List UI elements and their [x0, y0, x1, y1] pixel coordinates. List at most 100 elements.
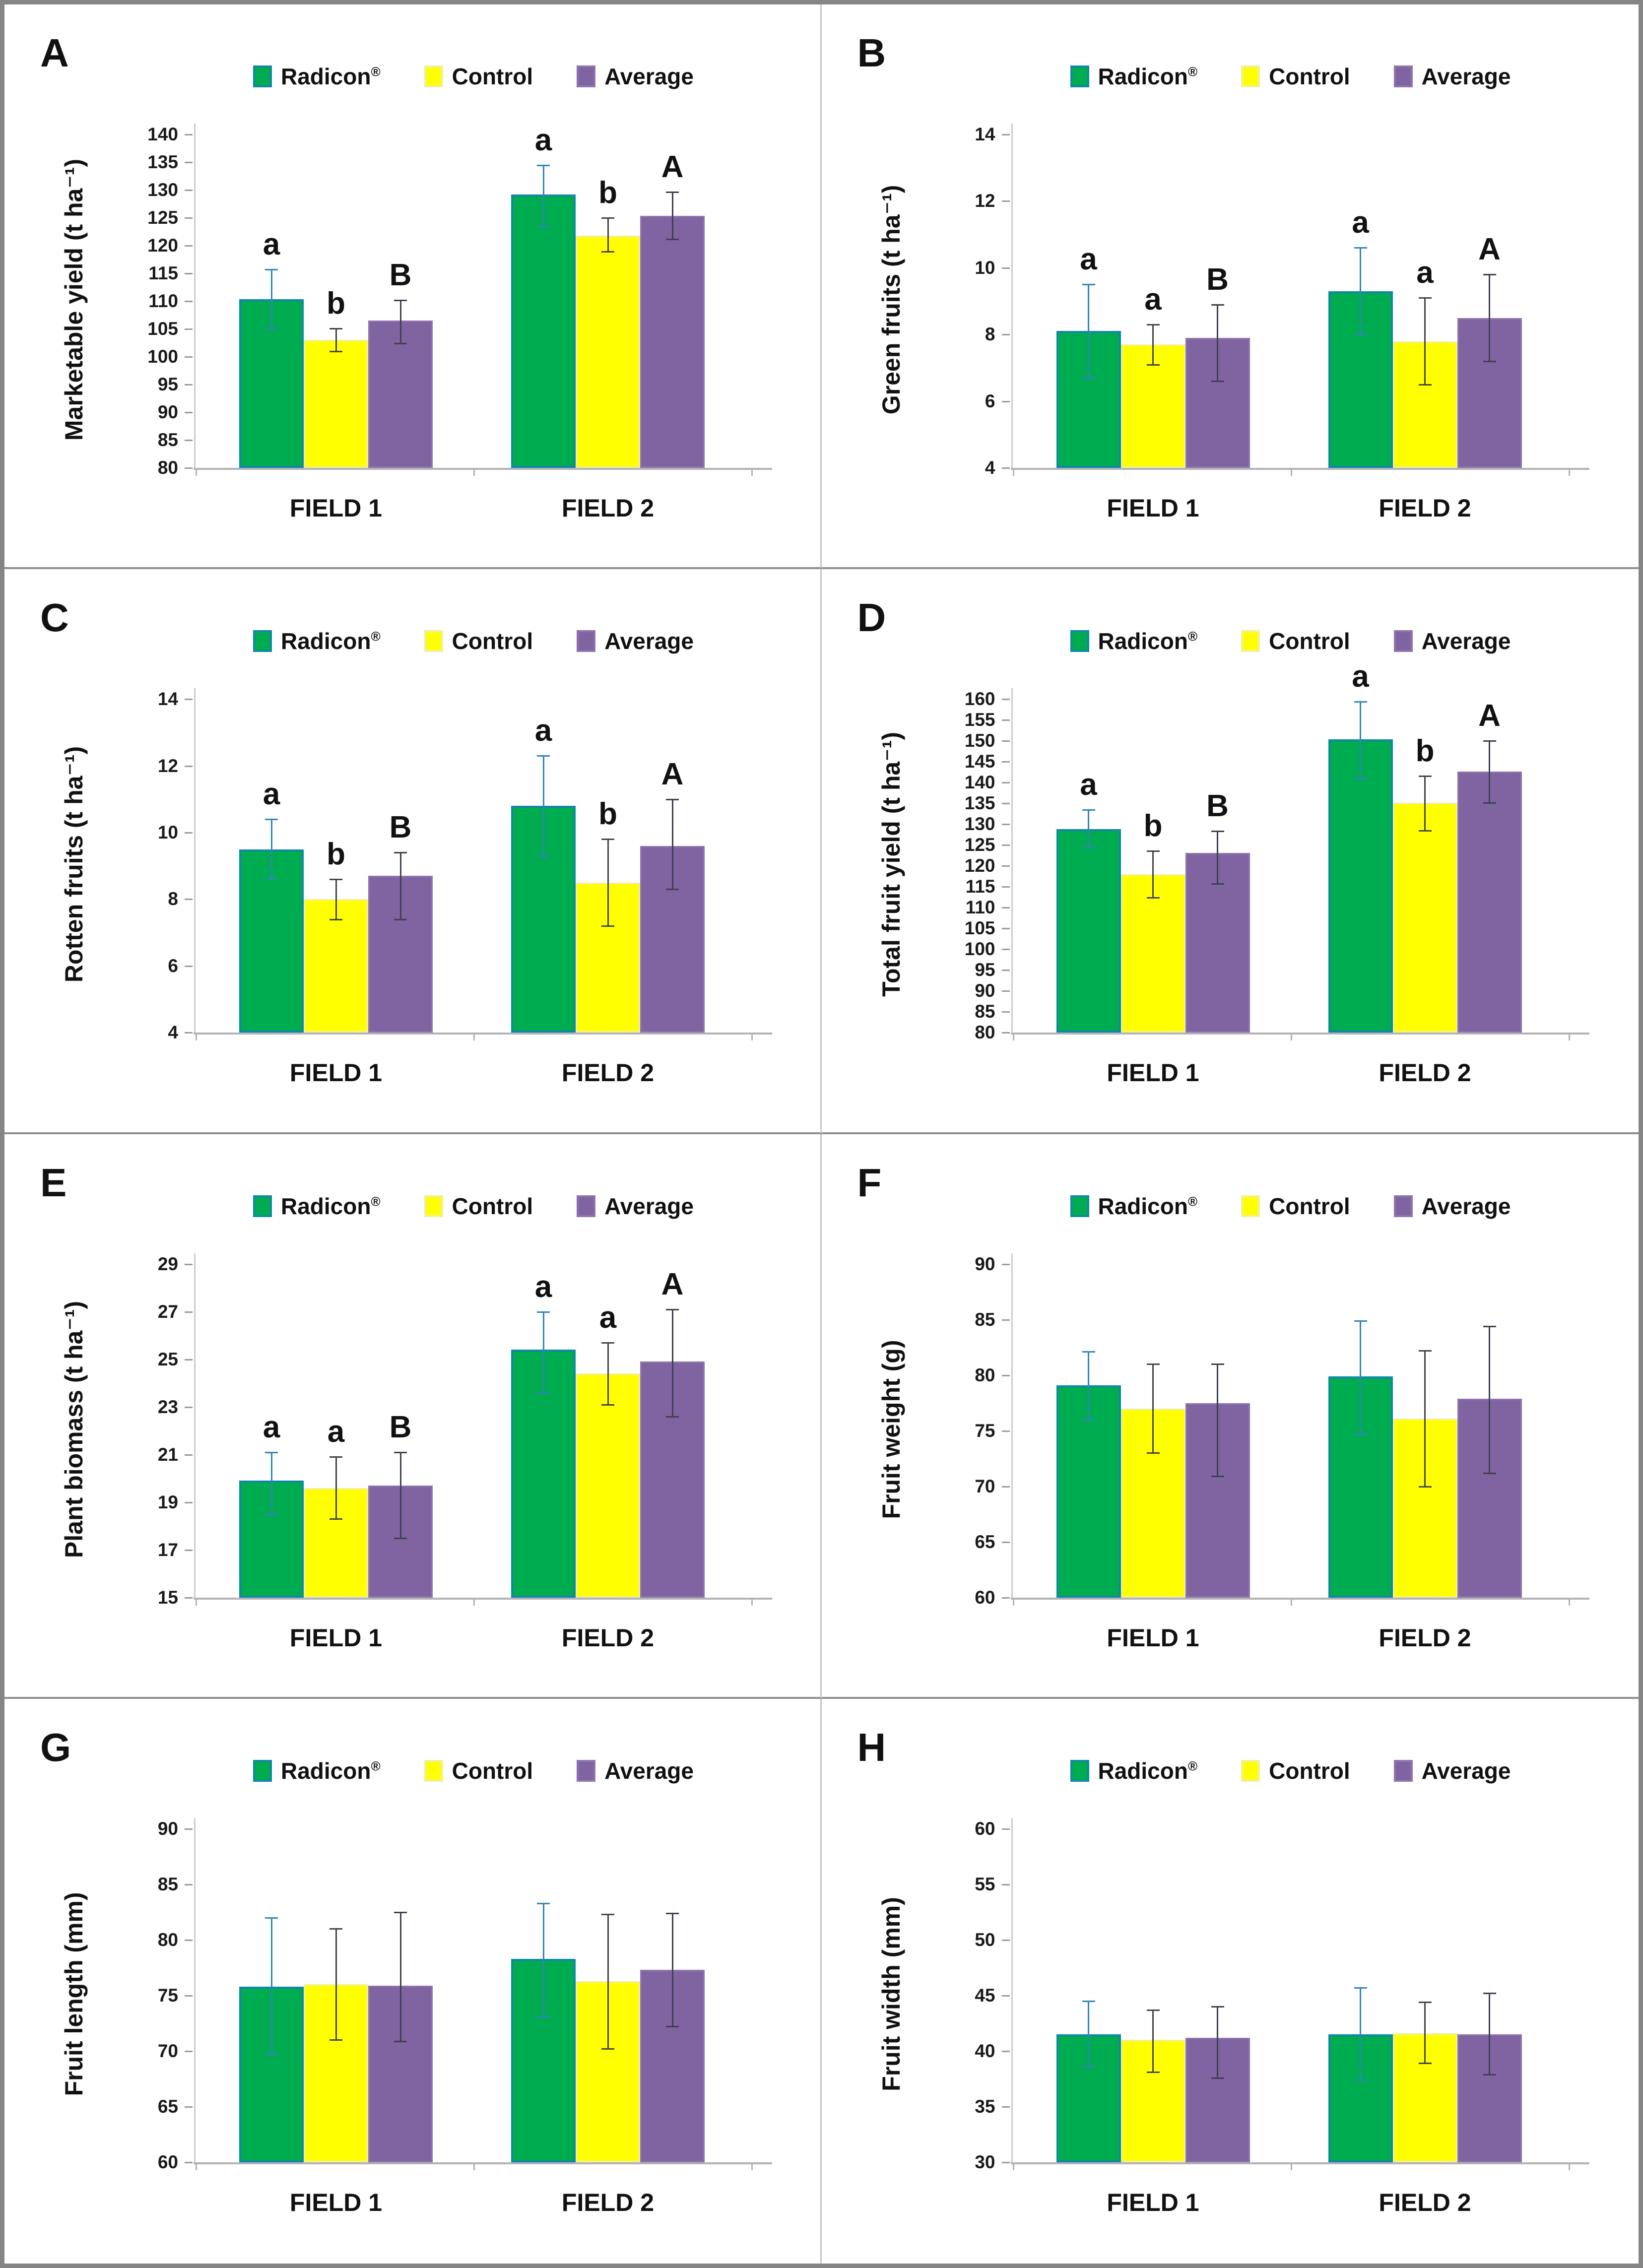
y-tick-mark: [1001, 1374, 1010, 1376]
error-bar-cap: [601, 1914, 614, 1916]
error-bar-cap: [394, 343, 407, 345]
legend-item-average: Average: [1393, 1193, 1511, 1220]
bar-A-field1-control: [304, 340, 368, 468]
y-tick-mark: [185, 301, 193, 302]
significance-letter: B: [389, 810, 412, 845]
legend-item-radicon: Radicon®: [253, 1757, 381, 1784]
y-tick-mark: [1001, 803, 1010, 805]
y-tick-label: 10: [975, 257, 995, 278]
legend-label: Radicon®: [280, 64, 381, 89]
panel-letter-C: C: [40, 595, 69, 640]
y-axis-title: Green fruits (t ha⁻¹): [877, 185, 905, 415]
error-bar: [1489, 1993, 1490, 2074]
error-bar: [335, 1457, 337, 1519]
error-bar-cap: [1211, 1476, 1224, 1478]
error-bar-cap: [666, 2026, 679, 2028]
y-axis-line: [1011, 1253, 1013, 1599]
error-bar: [335, 328, 337, 351]
legend-item-radicon: Radicon®: [253, 1193, 381, 1220]
error-bar: [335, 879, 337, 919]
error-bar-cap: [601, 217, 614, 219]
panel-G: G Radicon® Control Average Fruit length (mm)…: [4, 1698, 822, 2264]
legend-label: Control: [1269, 628, 1350, 654]
significance-letter: a: [534, 123, 552, 157]
x-tick-mark: [1290, 1598, 1292, 1606]
bar-D-field2-control: [1392, 802, 1457, 1033]
y-tick-mark: [1001, 1828, 1010, 1830]
error-bar-cap: [1483, 740, 1496, 742]
y-tick-mark: [1001, 1883, 1010, 1885]
error-bar: [399, 1912, 401, 2041]
legend-label: Radicon®: [1098, 1757, 1198, 1784]
y-tick-label: 45: [975, 1985, 995, 2006]
legend-swatch-average-icon: [1393, 1759, 1413, 1782]
y-tick-label: 55: [975, 1874, 995, 1894]
error-bar-cap: [1483, 1325, 1496, 1327]
error-bar: [542, 1311, 544, 1393]
bar-D-field1-control: [1120, 874, 1185, 1033]
y-tick-mark: [1001, 2050, 1010, 2052]
y-tick-mark: [185, 1549, 193, 1551]
error-bar-cap: [1418, 775, 1432, 777]
legend-swatch-control-icon: [1241, 1759, 1260, 1782]
error-bar: [1217, 831, 1218, 884]
y-tick-label: 80: [157, 1929, 178, 1950]
legend-swatch-control-icon: [1241, 65, 1260, 87]
error-bar-cap: [329, 1456, 342, 1458]
significance-letter: A: [661, 757, 684, 791]
error-bar-cap: [1418, 830, 1432, 832]
panel-C: C Radicon® Control Average Rotten fruits (t …: [4, 569, 822, 1134]
significance-letter: A: [1478, 232, 1501, 267]
x-tick-mark: [1290, 2163, 1292, 2170]
x-category-label: FIELD 2: [561, 2188, 655, 2216]
y-tick-mark: [1001, 719, 1010, 721]
error-bar: [1217, 2007, 1218, 2078]
significance-letter: a: [263, 1410, 280, 1444]
error-bar: [1152, 2009, 1154, 2073]
error-bar-cap: [394, 918, 407, 920]
error-bar-cap: [1354, 334, 1367, 336]
bar-group-2: a b A: [511, 699, 705, 1033]
legend: Radicon® Control Average: [253, 63, 694, 90]
x-category-label: FIELD 2: [561, 1623, 655, 1652]
error-bar-cap: [1082, 809, 1095, 811]
x-category-label: FIELD 2: [1379, 1623, 1471, 1652]
error-bar: [542, 165, 544, 226]
y-tick-label: 35: [975, 2096, 995, 2117]
error-bar-cap: [329, 350, 342, 352]
panel-letter-D: D: [857, 595, 886, 640]
error-bar-cap: [666, 798, 679, 800]
y-tick-label: 60: [975, 1818, 995, 1839]
y-tick-label: 130: [147, 180, 178, 200]
error-bar: [335, 1929, 337, 2040]
bar-A-field2-control: [576, 235, 640, 468]
error-bar-cap: [1146, 364, 1160, 366]
y-axis-line: [1011, 688, 1013, 1034]
x-category-label: FIELD 1: [289, 1059, 383, 1087]
legend-swatch-control-icon: [1241, 1195, 1260, 1217]
bar-group-2: a b A: [511, 123, 705, 468]
bar-group-1: a b B: [239, 699, 433, 1033]
error-bar-cap: [537, 225, 550, 227]
error-bar-cap: [1483, 274, 1496, 276]
bar-group-1: a b B: [239, 134, 433, 468]
y-tick-mark: [185, 134, 193, 135]
error-bar: [1424, 298, 1426, 385]
significance-letter: a: [599, 1300, 617, 1335]
panel-letter-F: F: [857, 1160, 882, 1205]
y-tick-mark: [1001, 267, 1010, 269]
y-tick-label: 50: [975, 1929, 995, 1950]
y-tick-mark: [1001, 865, 1010, 867]
y-tick-mark: [1001, 1430, 1010, 1432]
significance-letter: b: [327, 837, 345, 872]
error-bar: [1217, 1364, 1218, 1477]
legend-swatch-radicon-icon: [253, 65, 272, 87]
legend-swatch-average-icon: [1393, 65, 1413, 87]
x-tick-mark: [1012, 1598, 1014, 1606]
y-axis-title: Marketable yield (t ha⁻¹): [60, 158, 88, 441]
legend-label: Average: [604, 1757, 694, 1784]
y-tick-label: 19: [157, 1491, 178, 1512]
y-tick-label: 120: [147, 235, 178, 256]
x-tick-mark: [1012, 1034, 1014, 1041]
